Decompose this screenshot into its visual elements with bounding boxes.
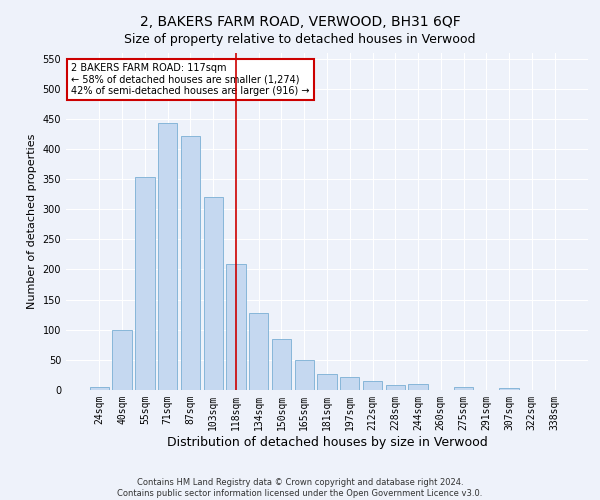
Bar (226, 264, 245, 390)
Bar (499, 388, 519, 390)
Bar (295, 360, 314, 390)
Text: 2 BAKERS FARM ROAD: 117sqm
← 58% of detached houses are smaller (1,274)
42% of s: 2 BAKERS FARM ROAD: 117sqm ← 58% of deta… (71, 62, 310, 96)
Text: Size of property relative to detached houses in Verwood: Size of property relative to detached ho… (124, 32, 476, 46)
Bar (317, 374, 337, 390)
Bar (340, 376, 359, 390)
Bar (158, 123, 178, 390)
Text: Contains HM Land Registry data © Crown copyright and database right 2024.
Contai: Contains HM Land Registry data © Crown c… (118, 478, 482, 498)
Bar (135, 178, 155, 390)
Bar (181, 136, 200, 390)
Bar (454, 387, 473, 390)
Text: 2, BAKERS FARM ROAD, VERWOOD, BH31 6QF: 2, BAKERS FARM ROAD, VERWOOD, BH31 6QF (140, 15, 460, 29)
Bar (203, 197, 223, 390)
X-axis label: Distribution of detached houses by size in Verwood: Distribution of detached houses by size … (167, 436, 487, 448)
Y-axis label: Number of detached properties: Number of detached properties (27, 134, 37, 309)
Bar (249, 314, 268, 390)
Bar (409, 384, 428, 390)
Bar (112, 330, 132, 390)
Bar (363, 381, 382, 390)
Bar (272, 339, 291, 390)
Bar (386, 385, 405, 390)
Bar (90, 387, 109, 390)
